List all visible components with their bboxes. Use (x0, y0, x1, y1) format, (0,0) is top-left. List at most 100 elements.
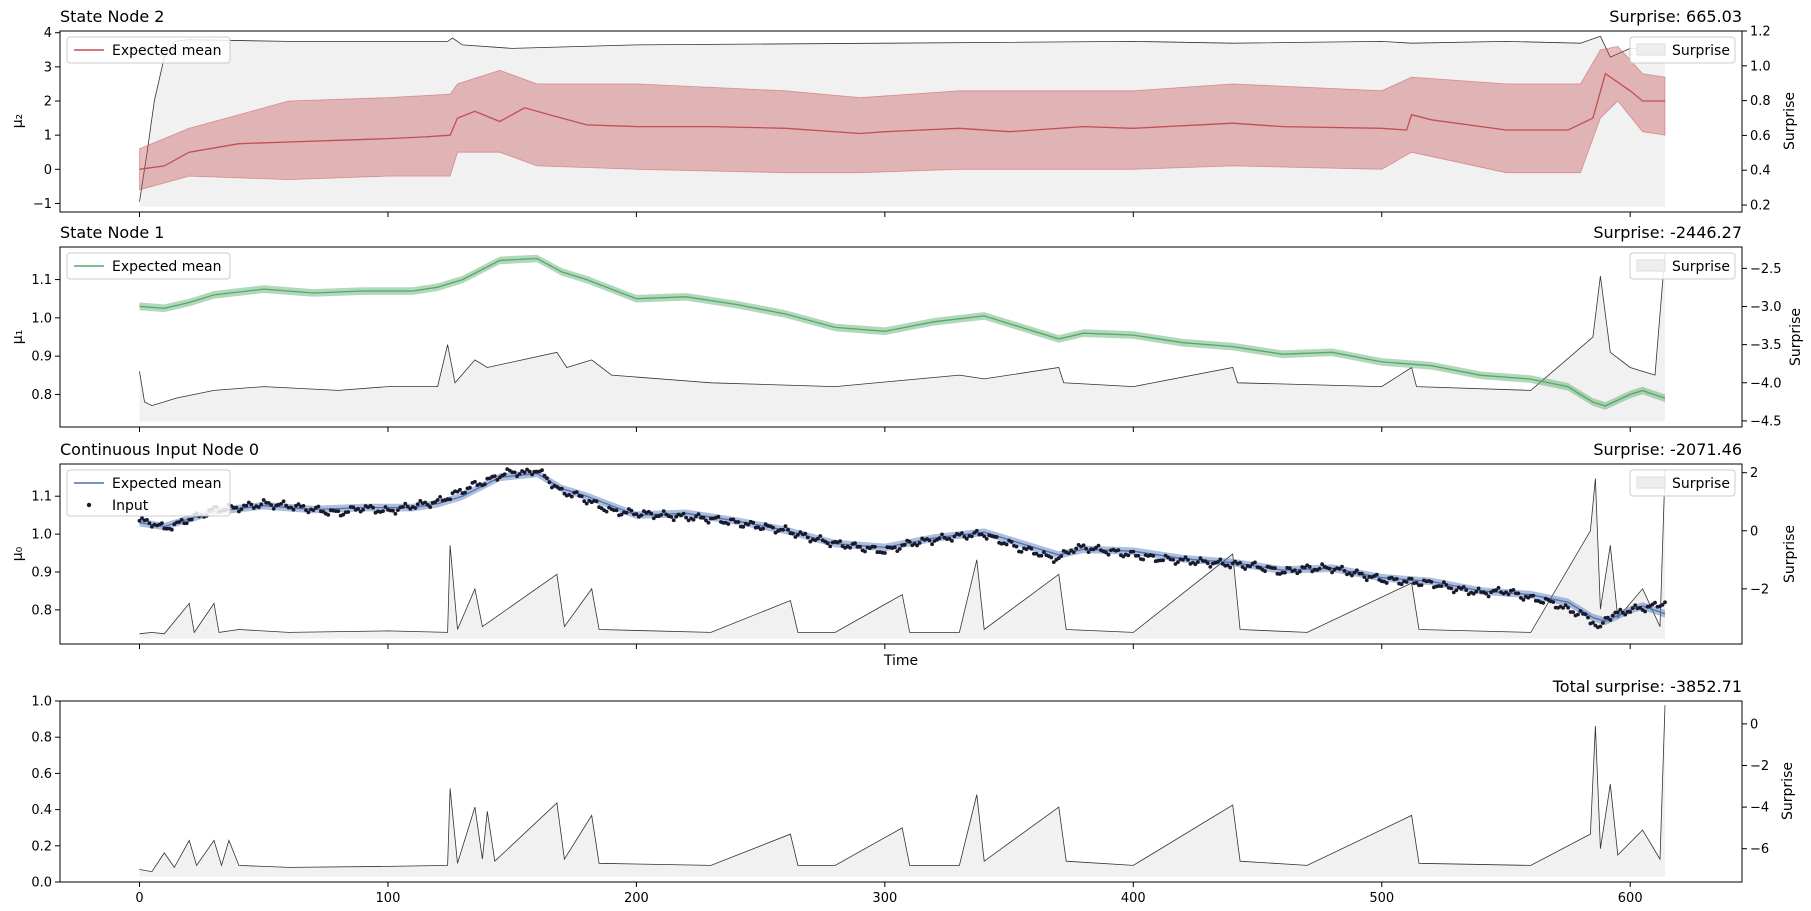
input-point (1643, 609, 1647, 614)
panel-surprise-total: Surprise: -2446.27 (1593, 223, 1742, 242)
input-point (1340, 564, 1344, 569)
input-point (1141, 557, 1146, 562)
legend-label: Surprise (1672, 43, 1730, 59)
input-point (1307, 564, 1312, 569)
input-point (341, 512, 346, 517)
input-point (547, 480, 552, 485)
x-tick-label: 500 (1369, 891, 1394, 906)
input-point (301, 504, 306, 508)
input-point (403, 501, 408, 506)
input-point (413, 506, 418, 510)
input-point (1374, 572, 1379, 577)
input-point (517, 472, 522, 476)
input-point (1074, 546, 1079, 551)
input-point (1029, 546, 1034, 551)
input-point (974, 528, 979, 533)
input-point (651, 516, 656, 521)
input-point (1205, 561, 1210, 566)
y-right-tick-label: 0 (1750, 524, 1758, 539)
y-axis-right-label: Surprise (1780, 762, 1796, 820)
input-point (1004, 542, 1009, 547)
input-point (425, 503, 430, 507)
input-point (731, 517, 736, 522)
input-point (1131, 549, 1136, 554)
input-point (649, 511, 654, 516)
input-point (1116, 548, 1121, 552)
input-point (1066, 551, 1071, 556)
input-point (147, 521, 152, 526)
input-point (634, 512, 639, 516)
input-point (512, 470, 517, 475)
input-point (1561, 606, 1565, 610)
input-point (952, 534, 957, 539)
y-tick-label: 0.4 (31, 803, 52, 818)
input-point (1615, 610, 1620, 615)
input-point (1151, 553, 1156, 558)
input-point (1486, 594, 1491, 599)
plot-area (139, 35, 1666, 207)
input-point (1059, 554, 1064, 558)
input-point (381, 509, 385, 513)
input-point (1193, 562, 1198, 567)
input-point (1511, 588, 1516, 592)
expected-mean-line (139, 472, 1666, 622)
input-point (1364, 578, 1369, 583)
input-point (818, 534, 823, 538)
input-point (604, 509, 609, 514)
input-point (1287, 566, 1292, 571)
input-point (786, 527, 790, 532)
input-point (1563, 603, 1568, 607)
y-axis-right-ticks: −4.5 −4.0 −3.5 −3.0 −2.5 (1742, 262, 1782, 429)
legend-box (66, 36, 231, 64)
input-point (304, 508, 308, 512)
x-tick-label: 100 (376, 891, 401, 906)
y-right-tick-label: 1.0 (1750, 59, 1771, 74)
input-point (418, 499, 423, 503)
input-point (237, 509, 241, 514)
input-point (858, 544, 862, 549)
input-point (383, 505, 388, 509)
input-point (1586, 615, 1590, 620)
input-point (969, 534, 974, 539)
legend-surprise: Surprise (1629, 36, 1736, 64)
y-right-tick-label: −2.5 (1750, 262, 1782, 277)
input-point (793, 535, 798, 539)
input-point (401, 505, 405, 509)
y-axis-ticks: 0.0 0.2 0.4 0.6 0.8 1.0 (31, 695, 60, 891)
input-point (671, 518, 676, 523)
input-point (1419, 583, 1424, 587)
input-point (706, 520, 711, 525)
y-right-tick-label: −3.5 (1750, 338, 1782, 353)
input-point (1096, 543, 1101, 548)
y-right-tick-label: −6 (1750, 842, 1769, 857)
input-point (428, 505, 433, 509)
input-point (371, 505, 375, 510)
input-point (542, 473, 547, 478)
input-point (137, 518, 142, 523)
input-point (895, 549, 900, 553)
input-point (1605, 615, 1610, 620)
input-point (873, 544, 877, 549)
input-point (1317, 566, 1322, 571)
input-point (169, 527, 174, 532)
y-tick-label: 0.2 (31, 839, 52, 854)
input-point (897, 547, 902, 551)
y-tick-label: 0.6 (31, 767, 52, 782)
input-point (1186, 558, 1190, 562)
input-point (684, 515, 688, 520)
input-point (659, 513, 664, 517)
input-point (746, 522, 751, 527)
input-point (629, 508, 634, 513)
y-axis-ticks: −1 0 1 2 3 4 (33, 26, 60, 212)
y-right-tick-label: 0.6 (1750, 129, 1771, 144)
expected-mean-line (139, 72, 1665, 170)
input-point (947, 536, 952, 541)
input-point (1504, 590, 1508, 595)
input-point (1442, 580, 1446, 585)
input-point (463, 490, 467, 495)
input-point (761, 526, 765, 531)
input-point (1461, 585, 1466, 589)
plot-area (137, 467, 1667, 639)
input-point (917, 541, 922, 545)
input-point (1541, 601, 1546, 605)
